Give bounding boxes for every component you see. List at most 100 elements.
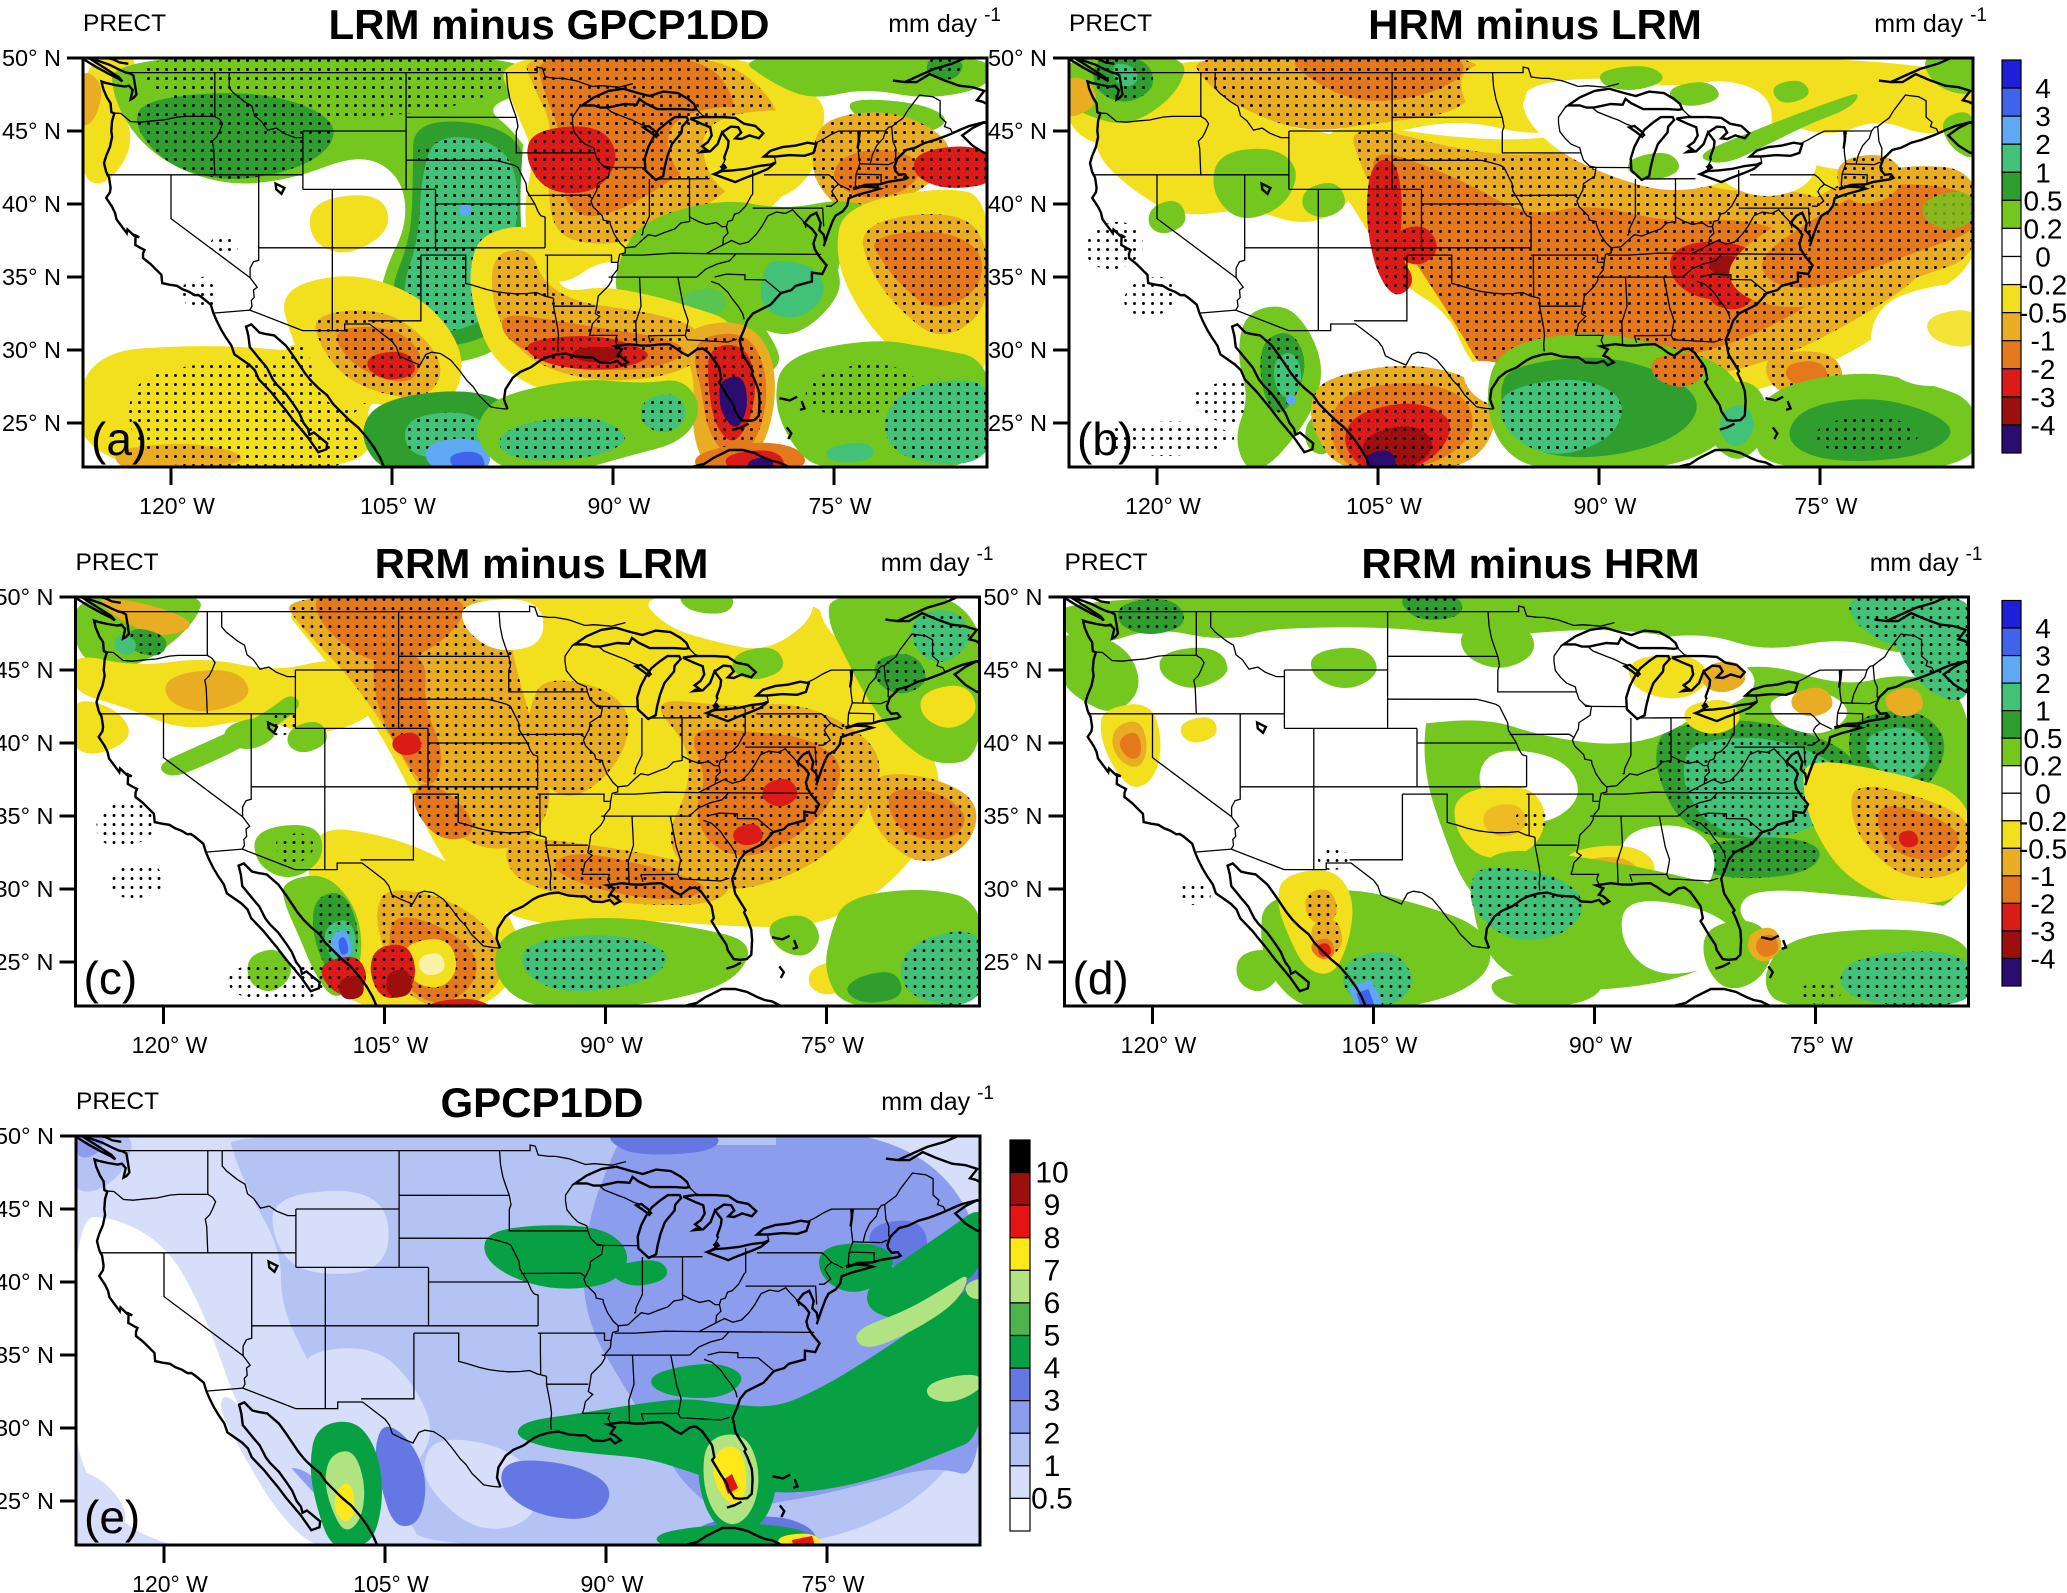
svg-text:75° W: 75° W [1790,1032,1853,1058]
svg-text:mm day -1: mm day -1 [1874,5,1987,38]
svg-text:8: 8 [1044,1222,1061,1255]
svg-text:1: 1 [1044,1450,1061,1483]
svg-text:-2: -2 [2031,888,2056,919]
svg-text:35° N: 35° N [2,264,61,290]
svg-text:35° N: 35° N [988,264,1047,290]
svg-text:90° W: 90° W [581,1571,644,1593]
svg-text:-3: -3 [2031,916,2056,947]
svg-text:-3: -3 [2031,382,2056,413]
svg-text:2: 2 [2035,668,2051,699]
svg-text:GPCP1DD: GPCP1DD [440,1079,643,1126]
svg-text:30° N: 30° N [983,876,1042,902]
svg-text:(d): (d) [1073,952,1129,1004]
svg-text:120° W: 120° W [1121,1032,1197,1058]
svg-text:10: 10 [1035,1157,1068,1190]
svg-text:0: 0 [2035,242,2051,273]
svg-text:75° W: 75° W [1795,493,1858,519]
svg-text:0.5: 0.5 [1031,1482,1073,1515]
svg-text:1: 1 [2035,157,2051,188]
svg-text:105° W: 105° W [353,1032,429,1058]
svg-text:6: 6 [1044,1287,1061,1320]
svg-text:-1: -1 [2031,326,2056,357]
svg-text:105° W: 105° W [360,493,436,519]
svg-text:30° N: 30° N [0,1415,54,1441]
svg-text:3: 3 [1044,1385,1061,1418]
svg-text:45° N: 45° N [983,657,1042,683]
svg-text:90° W: 90° W [588,493,651,519]
svg-text:3: 3 [2035,641,2051,672]
svg-text:-2: -2 [2031,354,2056,385]
svg-text:90° W: 90° W [1569,1032,1632,1058]
svg-text:RRM minus LRM: RRM minus LRM [375,540,709,587]
svg-text:mm day -1: mm day -1 [881,544,994,577]
svg-text:30° N: 30° N [0,876,54,902]
svg-text:40° N: 40° N [0,730,54,756]
svg-text:3: 3 [2035,101,2051,132]
svg-text:25° N: 25° N [0,1488,54,1514]
svg-text:45° N: 45° N [0,1196,54,1222]
svg-text:50° N: 50° N [2,45,61,71]
svg-text:-0.2: -0.2 [2019,806,2067,837]
svg-text:90° W: 90° W [1574,493,1637,519]
svg-text:mm day -1: mm day -1 [1870,544,1983,577]
svg-text:PRECT: PRECT [76,1088,159,1115]
svg-text:75° W: 75° W [809,493,872,519]
svg-text:105° W: 105° W [353,1571,429,1593]
svg-text:mm day -1: mm day -1 [881,1083,994,1116]
svg-text:25° N: 25° N [0,949,54,975]
svg-text:120° W: 120° W [139,493,215,519]
svg-text:30° N: 30° N [988,337,1047,363]
svg-text:50° N: 50° N [0,584,54,610]
svg-text:-4: -4 [2031,410,2056,441]
svg-text:RRM minus HRM: RRM minus HRM [1361,540,1699,587]
svg-text:(a): (a) [91,413,147,465]
svg-text:35° N: 35° N [983,803,1042,829]
svg-text:(b): (b) [1077,413,1133,465]
svg-text:75° W: 75° W [802,1571,865,1593]
svg-text:-1: -1 [2031,861,2056,892]
svg-text:2: 2 [1044,1417,1061,1450]
svg-text:4: 4 [2035,613,2051,644]
svg-text:45° N: 45° N [988,118,1047,144]
svg-text:9: 9 [1044,1189,1061,1222]
svg-text:0.2: 0.2 [2024,751,2063,782]
svg-text:25° N: 25° N [2,410,61,436]
svg-text:PRECT: PRECT [1065,549,1148,576]
svg-text:45° N: 45° N [0,657,54,683]
svg-text:75° W: 75° W [801,1032,864,1058]
svg-text:(c): (c) [84,952,138,1004]
svg-text:35° N: 35° N [0,803,54,829]
svg-text:105° W: 105° W [1346,493,1422,519]
svg-text:7: 7 [1044,1254,1061,1287]
svg-text:40° N: 40° N [0,1269,54,1295]
svg-text:35° N: 35° N [0,1342,54,1368]
svg-text:1: 1 [2035,696,2051,727]
svg-text:0: 0 [2035,778,2051,809]
svg-text:0.5: 0.5 [2024,185,2063,216]
svg-text:40° N: 40° N [983,730,1042,756]
svg-text:25° N: 25° N [983,949,1042,975]
svg-text:50° N: 50° N [988,45,1047,71]
svg-text:0.2: 0.2 [2024,213,2063,244]
svg-text:0.5: 0.5 [2024,723,2063,754]
svg-text:mm day -1: mm day -1 [888,5,1001,38]
svg-text:HRM minus LRM: HRM minus LRM [1368,1,1702,48]
svg-text:120° W: 120° W [132,1032,208,1058]
svg-text:50° N: 50° N [0,1123,54,1149]
svg-text:PRECT: PRECT [83,10,166,37]
svg-text:4: 4 [2035,73,2051,104]
svg-text:25° N: 25° N [988,410,1047,436]
svg-text:(e): (e) [84,1491,140,1543]
svg-text:40° N: 40° N [988,191,1047,217]
svg-text:90° W: 90° W [580,1032,643,1058]
svg-text:105° W: 105° W [1342,1032,1418,1058]
svg-text:-0.5: -0.5 [2019,833,2067,864]
svg-text:-0.5: -0.5 [2019,298,2067,329]
svg-text:4: 4 [1044,1352,1061,1385]
svg-text:30° N: 30° N [2,337,61,363]
svg-text:120° W: 120° W [1125,493,1201,519]
svg-text:40° N: 40° N [2,191,61,217]
svg-text:50° N: 50° N [983,584,1042,610]
svg-text:PRECT: PRECT [1069,10,1152,37]
svg-text:120° W: 120° W [132,1571,208,1593]
